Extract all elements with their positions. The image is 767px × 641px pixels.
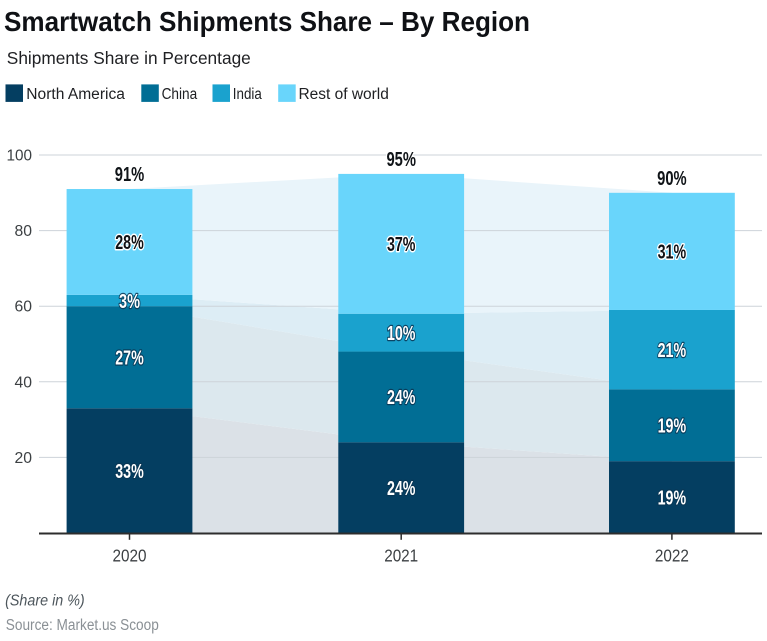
svg-text:19%: 19% xyxy=(658,416,687,438)
svg-text:100: 100 xyxy=(7,148,33,165)
svg-text:31%: 31% xyxy=(658,242,687,264)
svg-text:80: 80 xyxy=(15,223,33,240)
svg-text:Smartwatch Shipments Share – B: Smartwatch Shipments Share – By Region xyxy=(4,6,530,37)
svg-text:95%: 95% xyxy=(386,149,416,171)
svg-text:90%: 90% xyxy=(657,168,687,190)
svg-text:Source: Market.us Scoop: Source: Market.us Scoop xyxy=(6,617,159,634)
svg-text:Rest of world: Rest of world xyxy=(299,86,389,103)
svg-text:2022: 2022 xyxy=(655,546,689,566)
svg-text:Shipments Share in Percentage: Shipments Share in Percentage xyxy=(7,48,251,68)
svg-text:3%: 3% xyxy=(119,291,140,313)
svg-text:37%: 37% xyxy=(387,234,416,256)
svg-text:91%: 91% xyxy=(115,164,145,186)
svg-text:2020: 2020 xyxy=(113,546,147,566)
svg-text:60: 60 xyxy=(15,299,33,316)
svg-text:10%: 10% xyxy=(387,323,416,345)
svg-text:40: 40 xyxy=(15,374,33,391)
svg-text:(Share in %): (Share in %) xyxy=(5,593,85,610)
svg-text:33%: 33% xyxy=(115,461,144,483)
svg-text:19%: 19% xyxy=(658,487,687,509)
svg-text:24%: 24% xyxy=(387,387,416,409)
svg-text:21%: 21% xyxy=(658,340,687,362)
svg-text:28%: 28% xyxy=(115,232,144,254)
svg-text:24%: 24% xyxy=(387,478,416,500)
svg-text:North America: North America xyxy=(26,86,125,103)
svg-text:20: 20 xyxy=(15,450,33,467)
svg-text:2021: 2021 xyxy=(384,546,418,566)
svg-text:India: India xyxy=(233,86,262,103)
svg-text:China: China xyxy=(162,86,198,103)
svg-text:27%: 27% xyxy=(115,348,144,370)
